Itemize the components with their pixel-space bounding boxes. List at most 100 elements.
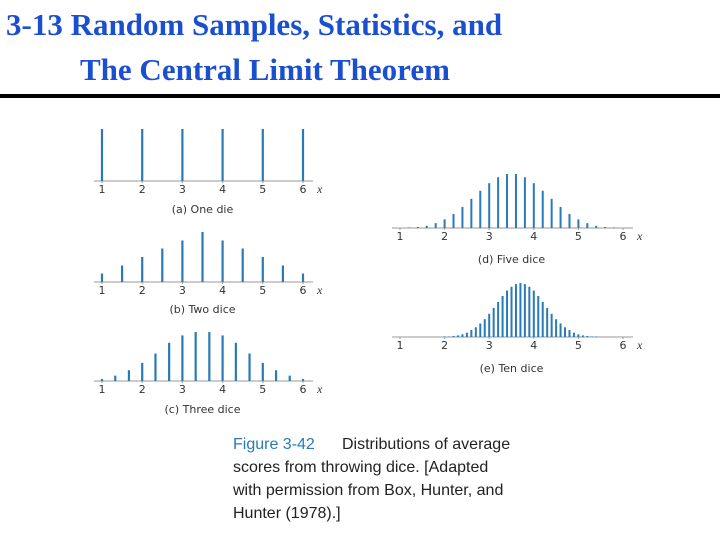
bar bbox=[416, 226, 419, 228]
bar bbox=[100, 129, 104, 181]
bar bbox=[488, 183, 491, 228]
bar bbox=[407, 227, 410, 228]
x-tick-label: 1 bbox=[99, 284, 106, 297]
x-tick-label: 5 bbox=[259, 383, 266, 396]
bar bbox=[514, 174, 517, 228]
bar bbox=[281, 265, 284, 282]
slide-title: 3-13 Random Samples, Statistics, and bbox=[6, 7, 502, 42]
bar bbox=[274, 370, 278, 381]
bar bbox=[154, 353, 157, 381]
x-axis-label: x bbox=[316, 283, 323, 297]
bar bbox=[168, 342, 171, 381]
bar bbox=[564, 327, 567, 337]
x-axis-label: x bbox=[636, 338, 643, 352]
title-rule bbox=[0, 94, 720, 98]
bar bbox=[613, 227, 616, 228]
bar bbox=[161, 248, 164, 282]
bar bbox=[604, 226, 607, 228]
x-tick-label: 2 bbox=[441, 339, 448, 352]
bar bbox=[456, 335, 459, 337]
bar bbox=[519, 283, 522, 337]
bar bbox=[479, 190, 482, 228]
x-tick-label: 3 bbox=[486, 339, 493, 352]
bar bbox=[100, 273, 104, 282]
x-tick-label: 6 bbox=[620, 230, 627, 243]
x-tick-label: 3 bbox=[179, 183, 186, 196]
x-tick-label: 6 bbox=[300, 183, 307, 196]
bar bbox=[301, 379, 305, 381]
panel-caption: (a) One die bbox=[172, 203, 234, 216]
x-axis-label: x bbox=[636, 229, 643, 243]
bar bbox=[483, 319, 486, 337]
bar bbox=[581, 335, 584, 337]
bar bbox=[528, 286, 531, 337]
bar bbox=[497, 177, 500, 228]
bar bbox=[541, 301, 544, 337]
bar bbox=[443, 219, 446, 228]
bar bbox=[532, 183, 535, 228]
bar bbox=[577, 334, 580, 337]
bar bbox=[586, 223, 589, 228]
bar bbox=[301, 273, 305, 282]
bar bbox=[181, 129, 184, 181]
bar bbox=[541, 190, 544, 228]
x-tick-label: 5 bbox=[259, 183, 266, 196]
panel-caption: (d) Five dice bbox=[478, 253, 546, 266]
bar bbox=[194, 332, 197, 381]
bar bbox=[141, 362, 144, 381]
bar bbox=[181, 240, 184, 282]
bar bbox=[559, 323, 562, 337]
bar bbox=[221, 129, 224, 181]
bar bbox=[595, 336, 598, 337]
x-tick-label: 2 bbox=[441, 230, 448, 243]
x-tick-label: 1 bbox=[397, 339, 404, 352]
bar bbox=[201, 232, 204, 282]
x-axis-label: x bbox=[316, 182, 323, 196]
x-tick-label: 2 bbox=[139, 383, 146, 396]
panel-caption: (c) Three dice bbox=[165, 403, 241, 416]
bar bbox=[452, 335, 455, 337]
x-tick-label: 6 bbox=[300, 284, 307, 297]
bar bbox=[443, 336, 446, 337]
bar bbox=[465, 332, 468, 337]
bar bbox=[261, 129, 264, 181]
bar bbox=[425, 225, 428, 228]
x-tick-label: 2 bbox=[139, 183, 146, 196]
x-tick-label: 5 bbox=[575, 230, 582, 243]
x-tick-label: 1 bbox=[99, 383, 106, 396]
x-tick-label: 6 bbox=[620, 339, 627, 352]
bar bbox=[514, 284, 517, 337]
bar bbox=[470, 329, 473, 337]
figure-label: Figure 3-42 bbox=[233, 436, 315, 453]
bar bbox=[546, 307, 549, 337]
bar bbox=[248, 353, 251, 381]
figure-caption: with permission from Box, Hunter, and bbox=[232, 482, 503, 499]
bar bbox=[461, 334, 464, 337]
bar bbox=[568, 329, 571, 337]
bar bbox=[474, 327, 477, 337]
bar bbox=[141, 257, 144, 282]
x-tick-label: 2 bbox=[139, 284, 146, 297]
x-tick-label: 6 bbox=[300, 383, 307, 396]
bar bbox=[127, 370, 131, 381]
x-tick-label: 4 bbox=[530, 230, 537, 243]
x-tick-label: 3 bbox=[486, 230, 493, 243]
x-tick-label: 4 bbox=[530, 339, 537, 352]
bar bbox=[208, 332, 211, 381]
bar bbox=[586, 335, 589, 337]
panel-caption: (e) Ten dice bbox=[480, 362, 544, 375]
bar bbox=[550, 313, 553, 337]
slide-title: The Central Limit Theorem bbox=[80, 52, 450, 87]
bar bbox=[181, 335, 184, 381]
bar bbox=[100, 379, 104, 381]
x-tick-label: 4 bbox=[219, 383, 226, 396]
bar bbox=[595, 225, 598, 228]
bar bbox=[510, 286, 513, 337]
figure-caption: scores from throwing dice. [Adapted bbox=[233, 459, 488, 476]
x-tick-label: 3 bbox=[179, 284, 186, 297]
bar bbox=[461, 206, 464, 228]
bar bbox=[590, 336, 593, 337]
x-tick-label: 1 bbox=[99, 183, 106, 196]
bar bbox=[241, 248, 244, 282]
